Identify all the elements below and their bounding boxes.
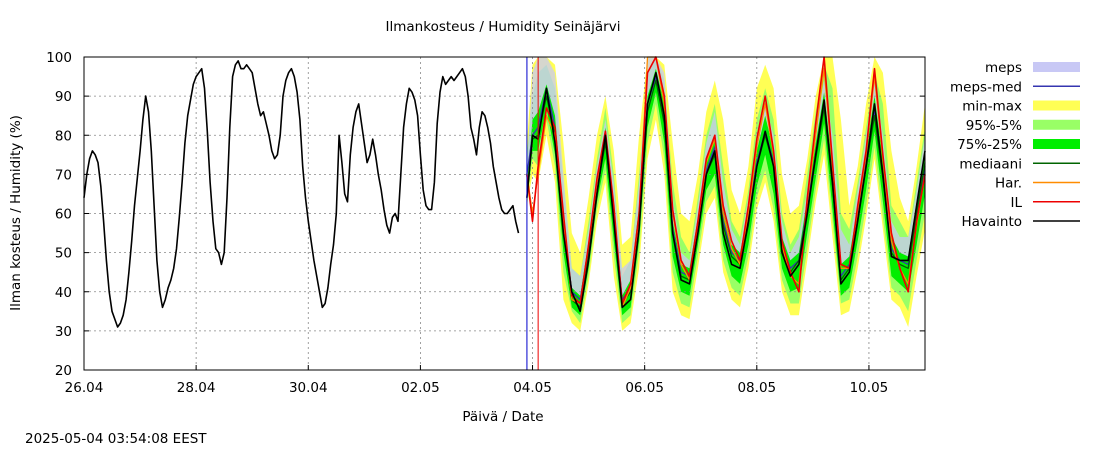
legend-swatch [1033,100,1080,111]
x-axis-label: Päivä / Date [462,409,543,425]
legend-label: Havainto [961,214,1022,230]
legend-label: IL [1010,195,1022,211]
series-line-havainto [526,71,926,313]
x-tick-label: 08.05 [737,380,776,396]
legend-item-75-25-: 75%-25% [957,137,1080,153]
y-axis-ticks: 20 30 40 50 60 70 80 90 100 [46,50,925,379]
legend-label: meps [985,60,1022,76]
series-lines [83,56,926,328]
y-axis-label: Ilman kosteus / Humidity (%) [8,115,24,311]
chart-title: Ilmankosteus / Humidity Seinäjärvi [386,19,621,35]
y-tick-label: 30 [55,324,72,340]
legend-label: Har. [995,176,1022,192]
x-tick-label: 04.05 [513,380,552,396]
legend-label: mediaani [959,156,1022,172]
legend-item-havainto: Havainto [961,214,1080,230]
legend-label: min-max [962,99,1022,115]
y-tick-label: 20 [55,363,72,379]
series-line-havainto-observed [83,60,520,328]
time-markers [526,57,539,370]
legend-label: meps-med [950,79,1022,95]
x-tick-label: 02.05 [401,380,440,396]
x-tick-label: 30.04 [289,380,328,396]
legend-item-mediaani: mediaani [959,156,1080,172]
x-tick-label: 10.05 [850,380,889,396]
y-tick-label: 70 [55,167,72,183]
series-line-il [526,56,926,305]
y-tick-label: 90 [55,89,72,105]
x-tick-label: 26.04 [65,380,104,396]
legend-label: 95%-5% [966,118,1022,134]
y-tick-label: 80 [55,128,72,144]
legend-item-har-: Har. [995,176,1080,192]
y-tick-label: 50 [55,246,72,262]
legend-item-min-max: min-max [962,99,1080,115]
x-tick-label: 06.05 [625,380,664,396]
x-axis-ticks: 26.04 28.04 30.04 02.05 04.05 06.05 08.05 10.05 [65,365,889,396]
legend-swatch [1033,119,1080,130]
legend-item-meps: meps [985,60,1080,76]
footer-timestamp: 2025-05-04 03:54:08 EEST [25,431,207,447]
forecast-bands [526,57,925,331]
legend-label: 75%-25% [957,137,1022,153]
y-tick-label: 100 [46,50,72,66]
y-tick-label: 40 [55,285,72,301]
legend-swatch [1033,139,1080,149]
band-75-25- [526,68,925,316]
legend-item-meps-med: meps-med [950,79,1080,95]
y-tick-label: 60 [55,207,72,223]
legend-item-95-5-: 95%-5% [966,118,1080,134]
legend: meps meps-med min-max 95%-5% 75%-25% mediaani… [950,60,1080,230]
legend-item-il: IL [1010,195,1080,211]
x-tick-label: 28.04 [177,380,216,396]
legend-swatch [1033,62,1080,72]
